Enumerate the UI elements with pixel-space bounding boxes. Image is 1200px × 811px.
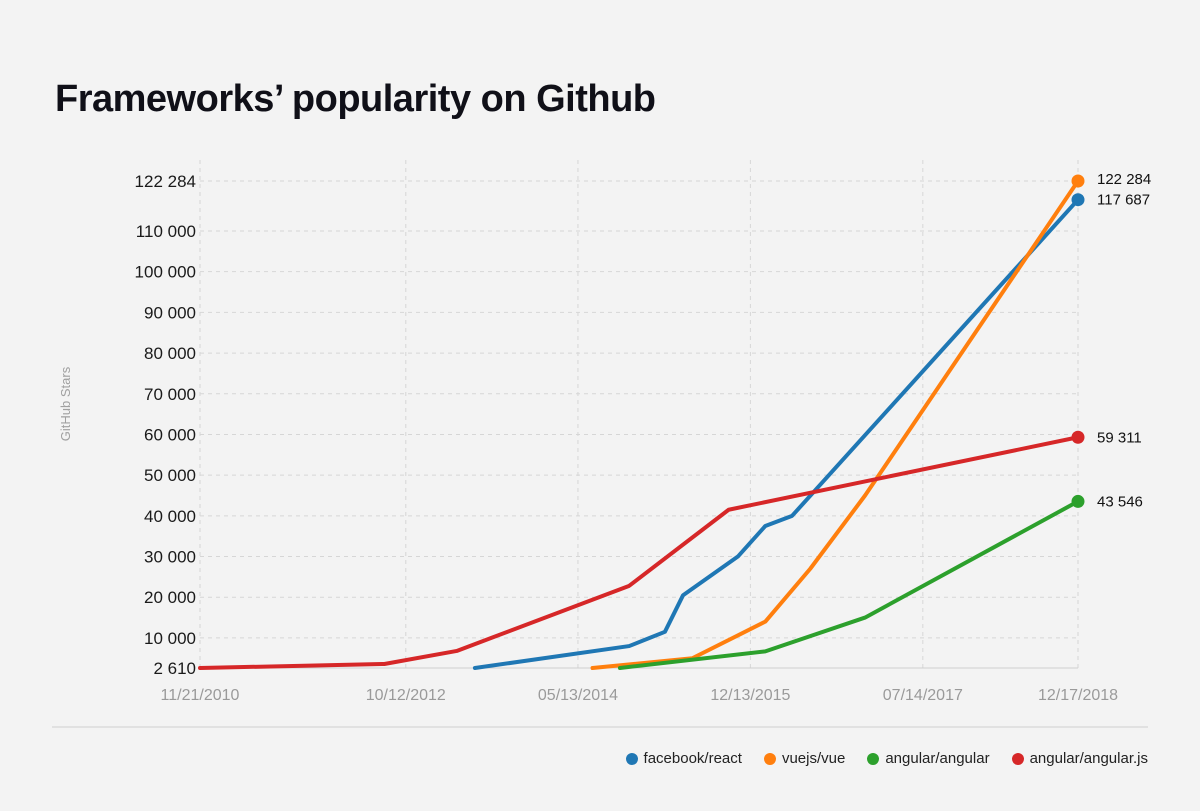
- chart-title: Frameworks’ popularity on Github: [55, 78, 656, 120]
- x-tick-label: 07/14/2017: [883, 687, 963, 704]
- y-tick-label: 90 000: [144, 303, 196, 322]
- end-point-marker: [1071, 174, 1085, 188]
- legend-item: angular/angular: [867, 750, 990, 767]
- series-line-angular-angular-js: [198, 435, 1080, 670]
- grid: [199, 160, 1079, 668]
- y-tick-label: 80 000: [144, 344, 196, 363]
- end-labels: 117 687 122 284 43 546 59 311: [1071, 171, 1151, 510]
- x-tick-label: 12/17/2018: [1038, 687, 1118, 704]
- x-tick-label: 10/12/2012: [366, 687, 446, 704]
- y-tick-label: 100 000: [135, 263, 196, 282]
- legend-item: angular/angular.js: [1011, 750, 1148, 767]
- legend-label: vuejs/vue: [781, 750, 846, 767]
- series-line-facebook-react: [472, 197, 1080, 670]
- y-tick-label: 30 000: [144, 548, 196, 567]
- y-tick-label: 60 000: [144, 425, 196, 444]
- end-value-label: 59 311: [1097, 429, 1142, 446]
- legend-swatch: [1011, 752, 1024, 765]
- legend-item: facebook/react: [625, 750, 742, 767]
- axes: 2 610 10 000 20 000 30 000 40 000 50 000 60 00…: [52, 172, 1148, 728]
- y-tick-label: 122 284: [135, 172, 196, 191]
- legend-label: facebook/react: [643, 750, 742, 767]
- end-value-label: 117 687: [1097, 192, 1150, 209]
- y-tick-label: 50 000: [144, 466, 196, 485]
- end-value-label: 43 546: [1097, 493, 1143, 510]
- end-point-marker: [1071, 494, 1085, 508]
- series-line-vuejs-vue: [590, 179, 1080, 670]
- y-tick-label: 10 000: [144, 629, 196, 648]
- legend-swatch: [763, 752, 776, 765]
- legend-swatch: [867, 752, 880, 765]
- x-tick-label: 11/21/2010: [161, 687, 240, 704]
- legend-swatch: [625, 752, 638, 765]
- legend: facebook/react vuejs/vue angular/angular an…: [625, 750, 1148, 767]
- legend-item: vuejs/vue: [763, 750, 846, 767]
- end-point-marker: [1071, 193, 1085, 207]
- y-tick-label: 40 000: [144, 507, 196, 526]
- end-value-label: 122 284: [1097, 171, 1151, 188]
- series-line-angular-angular: [617, 499, 1080, 670]
- y-tick-label: 2 610: [153, 659, 196, 678]
- y-tick-label: 70 000: [144, 385, 196, 404]
- series-lines: [198, 179, 1080, 670]
- y-tick-label: 110 000: [136, 222, 196, 241]
- legend-label: angular/angular.js: [1029, 750, 1148, 767]
- legend-label: angular/angular: [885, 750, 990, 767]
- y-axis-title: GitHub Stars: [58, 366, 73, 441]
- end-point-marker: [1071, 430, 1085, 444]
- y-tick-label: 20 000: [144, 588, 196, 607]
- x-tick-label: 12/13/2015: [710, 687, 790, 704]
- x-tick-label: 05/13/2014: [538, 687, 618, 704]
